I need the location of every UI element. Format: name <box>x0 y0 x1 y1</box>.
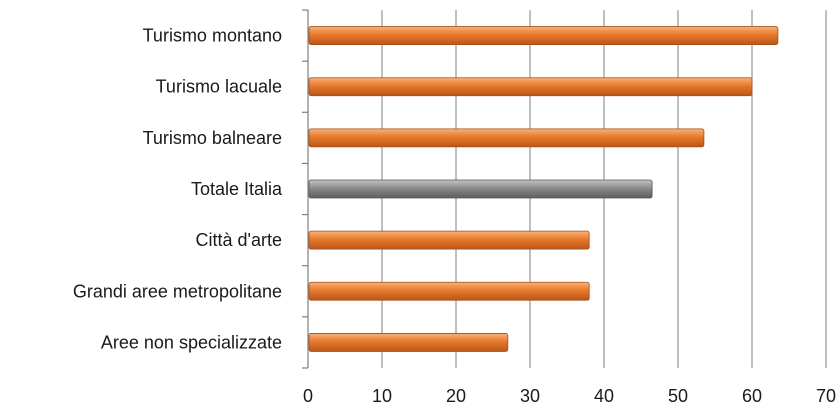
category-label: Turismo lacuale <box>156 77 282 97</box>
category-label: Totale Italia <box>191 179 283 199</box>
category-label: Aree non specializzate <box>101 332 282 352</box>
bar <box>308 77 753 97</box>
x-tick-label: 40 <box>594 386 614 406</box>
x-tick-labels: 0 10 20 30 40 50 60 70 <box>303 386 836 406</box>
x-tick-label: 0 <box>303 386 313 406</box>
category-label: Turismo montano <box>143 26 282 46</box>
bar <box>308 179 653 199</box>
x-tick-label: 60 <box>742 386 762 406</box>
category-label: Città d'arte <box>196 230 282 250</box>
bar <box>308 26 779 45</box>
category-label: Turismo balneare <box>143 128 282 148</box>
x-tick-label: 20 <box>446 386 466 406</box>
category-labels: Turismo montano Turismo lacuale Turismo ba… <box>73 26 283 353</box>
bar <box>308 333 509 352</box>
bar <box>308 128 705 148</box>
bar <box>308 230 590 250</box>
bars <box>308 26 779 352</box>
category-label: Grandi aree metropolitane <box>73 281 282 301</box>
bar <box>308 281 590 301</box>
y-axis <box>302 9 309 369</box>
x-tick-label: 50 <box>668 386 688 406</box>
x-tick-label: 10 <box>372 386 392 406</box>
x-tick-label: 30 <box>520 386 540 406</box>
x-tick-label: 70 <box>816 386 836 406</box>
